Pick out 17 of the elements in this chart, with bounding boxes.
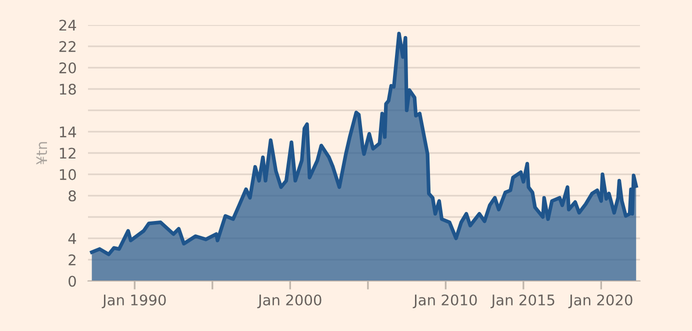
x-tick-label: Jan 2000	[257, 294, 322, 308]
x-tick-label: Jan 2010	[412, 294, 477, 308]
y-tick-label: 24	[59, 20, 76, 31]
x-tick-label: Jan 2015	[490, 294, 554, 308]
x-tick-label: Jan 1990	[102, 294, 166, 308]
y-tick-label: 18	[60, 84, 76, 95]
y-tick-label: 22	[59, 41, 76, 52]
y-tick-label: 0	[68, 276, 76, 287]
y-tick-label: 10	[60, 169, 76, 180]
y-axis-title: ¥tn	[36, 142, 47, 165]
y-tick-label: 2	[68, 254, 76, 266]
y-tick-label: 12	[60, 148, 76, 159]
y-tick-label: 14	[60, 126, 76, 138]
y-tick-label: 8	[68, 190, 76, 202]
y-tick-label: 20	[59, 62, 76, 74]
y-tick-label: 4	[68, 233, 76, 244]
x-tick-label: Jan 2020	[568, 294, 632, 308]
